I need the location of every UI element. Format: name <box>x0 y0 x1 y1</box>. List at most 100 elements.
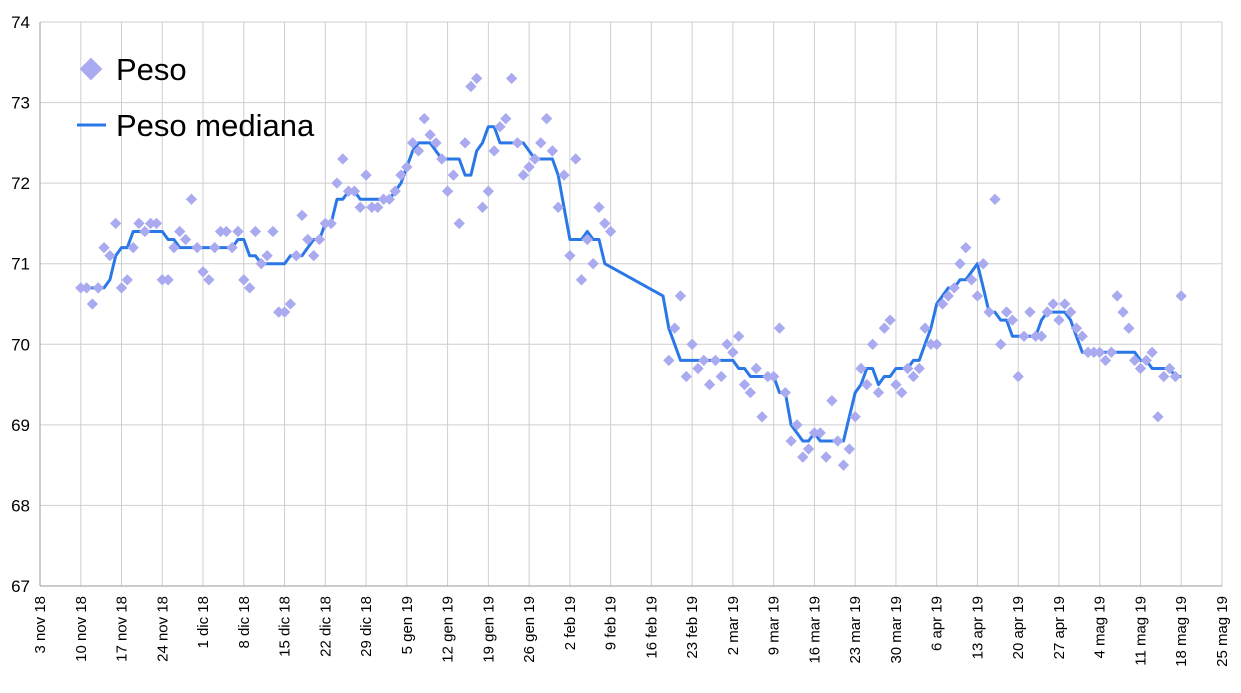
peso-point <box>214 225 227 238</box>
peso-point <box>372 201 384 213</box>
peso-point <box>337 153 349 165</box>
peso-point <box>1152 411 1164 423</box>
peso-point <box>313 233 326 246</box>
peso-point <box>1070 322 1083 334</box>
peso-point <box>366 201 378 213</box>
peso-point <box>779 386 791 399</box>
peso-point <box>686 338 698 350</box>
peso-point <box>797 451 809 463</box>
peso-point <box>1012 370 1024 383</box>
peso-point <box>436 153 448 165</box>
peso-point <box>220 225 232 238</box>
peso-point <box>820 451 832 463</box>
peso-point <box>925 338 937 350</box>
peso-point <box>703 378 716 391</box>
peso-point <box>1105 346 1118 358</box>
x-tick-label: 6 apr 19 <box>929 596 946 651</box>
y-tick-label: 69 <box>11 416 30 435</box>
peso-point <box>459 137 471 149</box>
peso-point <box>1030 330 1042 342</box>
peso-point <box>191 241 203 254</box>
peso-point <box>348 185 361 197</box>
peso-point <box>226 241 238 254</box>
x-tick-label: 13 apr 19 <box>969 596 986 659</box>
peso-point <box>1169 370 1182 383</box>
peso-point <box>1111 290 1123 302</box>
peso-point <box>424 129 436 141</box>
y-tick-label: 72 <box>11 174 30 193</box>
peso-point <box>302 233 314 246</box>
peso-point <box>733 330 745 342</box>
peso-point <box>162 274 174 286</box>
x-tick-label: 19 gen 19 <box>480 596 497 663</box>
peso-point <box>255 258 267 270</box>
peso-point <box>407 137 419 149</box>
peso-point <box>1000 306 1013 318</box>
peso-point <box>995 338 1007 350</box>
peso-point <box>238 274 250 286</box>
peso-point <box>878 322 890 334</box>
peso-point <box>319 217 331 230</box>
peso-point <box>1123 322 1135 334</box>
peso-point <box>866 338 879 350</box>
x-tick-label: 3 nov 18 <box>32 596 49 654</box>
x-tick-label: 29 dic 18 <box>358 596 375 657</box>
peso-point <box>482 185 494 197</box>
peso-point <box>197 266 209 278</box>
peso-point <box>174 225 186 238</box>
peso-point <box>773 322 786 334</box>
x-tick-label: 9 mar 19 <box>766 596 783 655</box>
peso-point <box>185 193 198 205</box>
peso-point <box>843 443 855 455</box>
peso-point <box>960 241 972 254</box>
peso-point <box>826 395 838 407</box>
peso-point <box>1024 306 1036 318</box>
y-tick-label: 74 <box>11 13 30 32</box>
peso-point <box>325 217 337 230</box>
peso-point <box>476 201 489 213</box>
peso-point <box>412 145 425 157</box>
x-tick-label: 1 dic 18 <box>195 596 212 649</box>
peso-point <box>674 290 687 302</box>
peso-point <box>80 282 93 294</box>
peso-point <box>587 258 599 270</box>
peso-point <box>936 298 949 310</box>
peso-point <box>1146 346 1158 359</box>
peso-point <box>308 249 320 262</box>
peso-point <box>965 274 978 286</box>
x-tick-label: 25 mag 19 <box>1214 596 1231 667</box>
peso-point <box>395 169 407 181</box>
peso-point <box>465 80 477 93</box>
peso-point <box>785 435 797 447</box>
y-tick-label: 71 <box>11 255 30 274</box>
peso-point <box>989 193 1001 205</box>
peso-point <box>296 209 308 222</box>
peso-point <box>104 249 116 262</box>
chart-grid <box>39 21 1223 587</box>
peso-point <box>581 233 593 246</box>
y-tick-label: 70 <box>11 335 30 354</box>
legend-peso-label: Peso <box>116 52 187 87</box>
x-tick-label: 20 apr 19 <box>1010 596 1027 659</box>
peso-point <box>1094 346 1106 359</box>
peso-point <box>954 258 966 270</box>
peso-point <box>453 217 465 230</box>
peso-point <box>179 233 192 246</box>
peso-point <box>232 225 244 238</box>
peso-point <box>971 290 984 302</box>
peso-point <box>121 274 133 286</box>
peso-point <box>430 137 442 149</box>
peso-point <box>913 362 925 375</box>
peso-point <box>110 217 122 230</box>
legend-mediana-label: Peso mediana <box>116 108 315 143</box>
x-tick-label: 24 nov 18 <box>154 596 171 662</box>
x-tick-label: 2 mar 19 <box>725 596 742 655</box>
x-tick-label: 2 feb 19 <box>562 596 579 650</box>
peso-point <box>896 386 908 399</box>
peso-point <box>907 370 920 383</box>
peso-point <box>698 354 710 367</box>
peso-point <box>203 274 215 286</box>
x-tick-label: 23 mar 19 <box>847 596 864 664</box>
x-tick-label: 22 dic 18 <box>317 596 334 657</box>
